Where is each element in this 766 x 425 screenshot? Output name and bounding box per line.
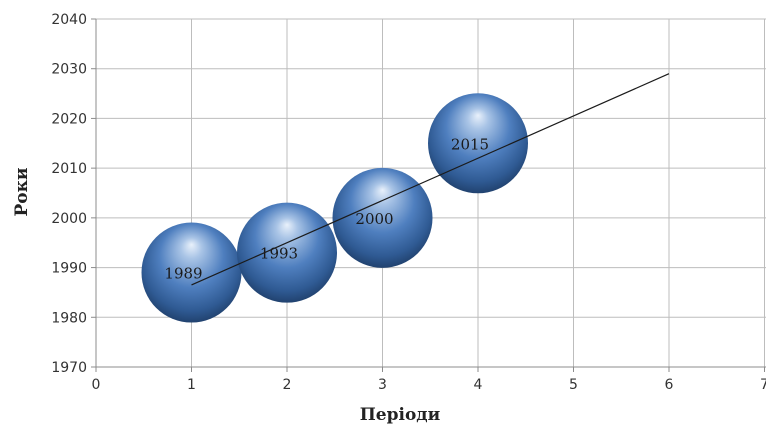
trendline [191,73,670,286]
y-tick-label: 2040 [51,12,87,28]
bubble-data-label: 2015 [451,135,489,153]
bubble-labels: 1989 1993 2000 2015 [164,135,489,282]
x-tick-label: 7 [760,377,766,393]
y-tick-label: 1990 [51,261,87,277]
x-tick-label: 3 [378,377,387,393]
bubble-point [428,93,528,194]
y-tick-label: 1980 [51,310,87,326]
y-tick-label: 1970 [51,360,87,376]
bubble-point [332,167,433,268]
y-tick-label: 2010 [51,161,87,177]
y-tick-label: 2000 [51,211,87,227]
bubble-point [237,202,337,303]
x-tick-label: 0 [92,377,101,393]
x-axis-title: Періоди [360,405,441,425]
gridlines [96,18,766,367]
x-tick-label: 2 [283,377,292,393]
bubble-data-label: 1989 [164,265,202,283]
axes: 0 1 2 3 4 5 6 7 1970 1980 1990 2000 2010 2020 2030 2040 [51,12,766,393]
x-tick-label: 1 [187,377,196,393]
y-tick-label: 2030 [51,62,87,78]
y-tick-label: 2020 [51,111,87,127]
x-tick-label: 4 [474,377,483,393]
y-axis-title: Роки [12,167,32,216]
trendline-group [191,73,670,286]
bubble-data-label: 2000 [355,210,393,228]
x-tick-label: 6 [665,377,674,393]
bubble-data-label: 1993 [260,245,298,263]
bubbles [141,93,528,323]
bubble-point [141,222,242,323]
x-tick-label: 5 [569,377,578,393]
